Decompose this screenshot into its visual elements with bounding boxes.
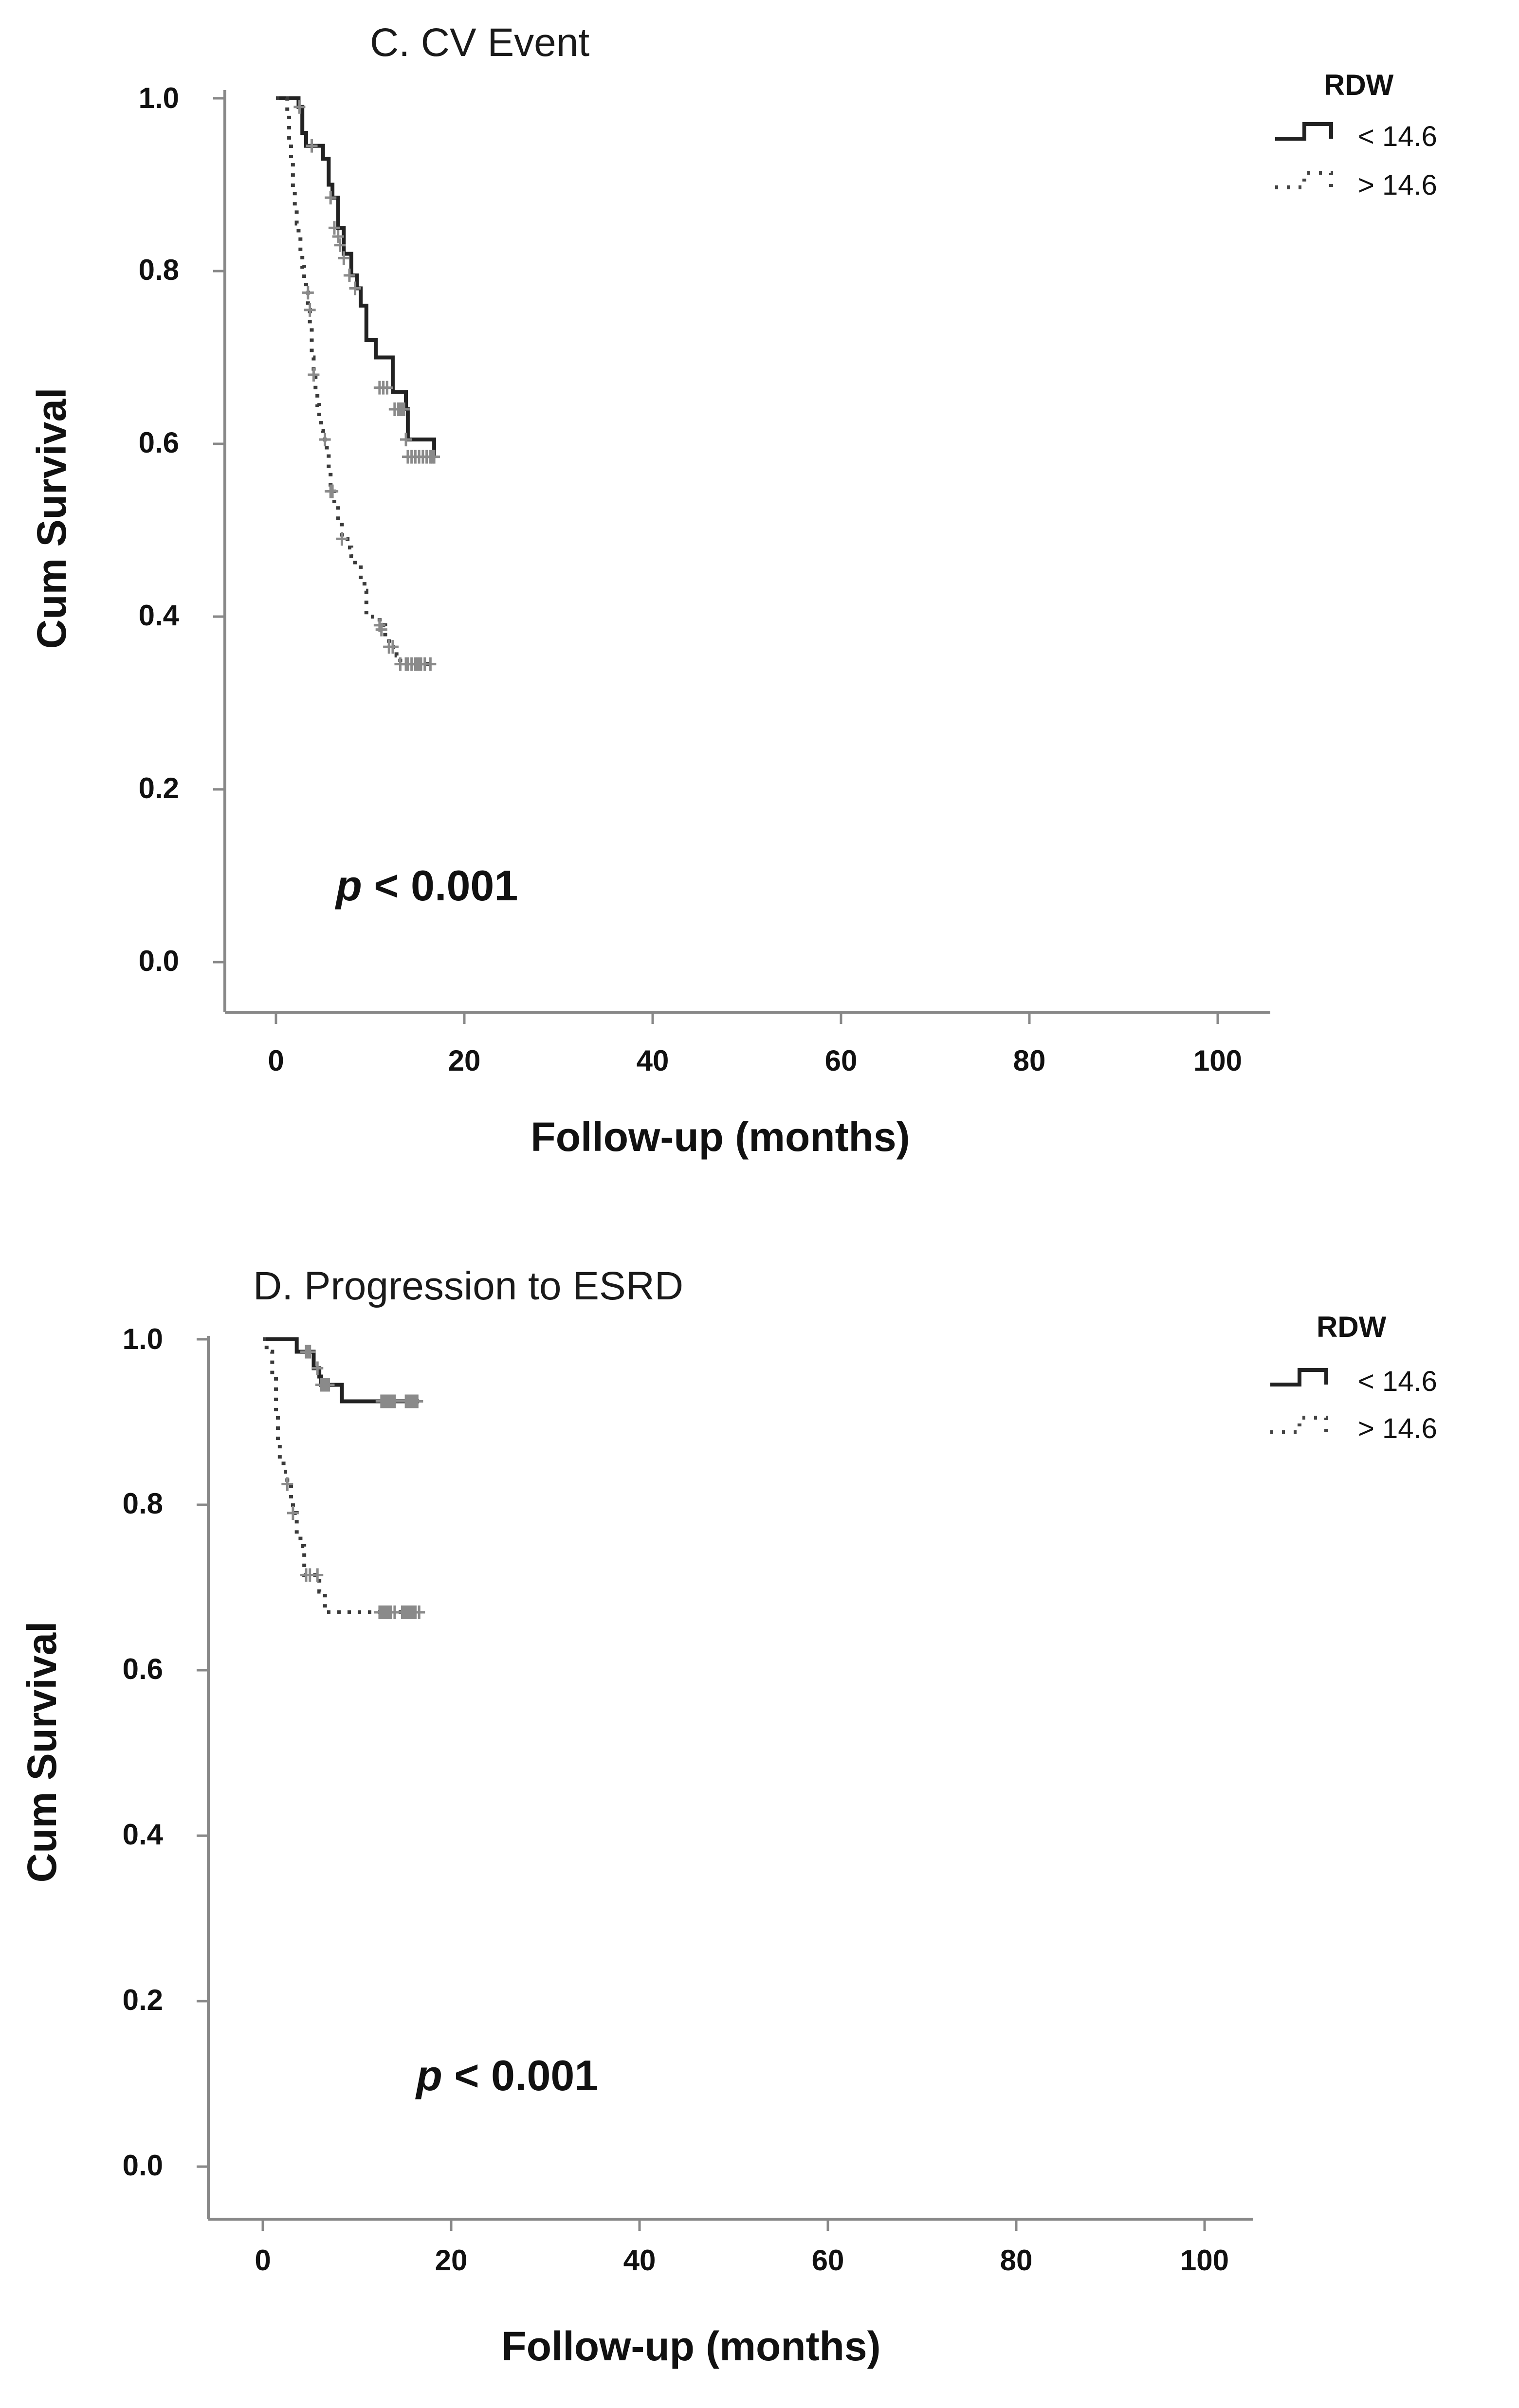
y-tick-label: 0.0 bbox=[123, 2149, 163, 2182]
censor-mark bbox=[323, 1378, 335, 1392]
y-axis: 0.0 0.2 0.4 0.6 0.8 1.0 Cum Survival bbox=[29, 82, 226, 1012]
censor-mark bbox=[336, 532, 348, 546]
censor-mark bbox=[327, 484, 339, 498]
censor-mark bbox=[306, 139, 318, 153]
legend-label: > 14.6 bbox=[1358, 1413, 1437, 1444]
x-tick-label: 80 bbox=[1013, 1044, 1046, 1077]
x-tick-label: 40 bbox=[623, 2244, 656, 2277]
x-tick-label: 20 bbox=[448, 1044, 481, 1077]
y-tick-label: 0.6 bbox=[123, 1653, 163, 1685]
legend-swatch-dotted bbox=[1270, 1416, 1328, 1434]
y-axis-label: Cum Survival bbox=[19, 1622, 65, 1883]
y-tick-label: 1.0 bbox=[139, 82, 179, 114]
legend: RDW < 14.6 > 14.6 bbox=[1270, 1311, 1437, 1444]
legend-swatch-solid bbox=[1275, 122, 1333, 141]
censor-mark bbox=[304, 303, 316, 317]
censor-mark bbox=[424, 657, 437, 671]
series-line-rdw-high bbox=[276, 96, 431, 666]
chart-title: D. Progression to ESRD bbox=[253, 1264, 683, 1308]
censor-mark bbox=[293, 100, 306, 114]
chart-progression-to-esrd: D. Progression to ESRD 0.0 0.2 0.4 0.6 0… bbox=[19, 1264, 1437, 2369]
x-tick-label: 100 bbox=[1193, 1044, 1242, 1077]
censor-mark bbox=[413, 1605, 425, 1619]
x-tick-label: 20 bbox=[435, 2244, 468, 2277]
censor-mark bbox=[411, 1394, 423, 1408]
censor-mark bbox=[338, 251, 350, 265]
y-axis: 0.0 0.2 0.4 0.6 0.8 1.0 Cum Survival bbox=[19, 1323, 210, 2219]
censor-mark bbox=[308, 368, 320, 382]
y-tick-label: 0.2 bbox=[139, 772, 179, 804]
p-symbol: p bbox=[335, 861, 362, 910]
chart-title: C. CV Event bbox=[370, 20, 589, 65]
y-tick-label: 0.4 bbox=[139, 599, 180, 632]
censor-mark bbox=[428, 450, 440, 464]
censor-mark bbox=[388, 1394, 401, 1408]
legend-title: RDW bbox=[1317, 1311, 1387, 1343]
censor-mark bbox=[400, 433, 412, 447]
y-tick-label: 0.6 bbox=[139, 426, 179, 459]
censor-mark bbox=[386, 640, 399, 654]
plot-area bbox=[263, 1337, 425, 1619]
legend-swatch-dotted bbox=[1275, 171, 1333, 189]
p-value-text: < 0.001 bbox=[442, 2051, 599, 2099]
p-symbol: p bbox=[415, 2051, 442, 2099]
legend-label: < 14.6 bbox=[1358, 1366, 1437, 1397]
censor-mark bbox=[311, 1361, 324, 1375]
censor-mark bbox=[334, 238, 346, 252]
censor-mark bbox=[332, 230, 344, 243]
x-axis: 0 20 40 60 80 100 Follow-up (months) bbox=[208, 2218, 1253, 2369]
censor-mark bbox=[304, 1345, 316, 1359]
censor-mark bbox=[302, 286, 314, 300]
censor-mark bbox=[281, 1477, 293, 1491]
censor-mark bbox=[311, 1568, 324, 1582]
x-tick-label: 60 bbox=[812, 2244, 844, 2277]
legend-swatch-solid bbox=[1270, 1368, 1328, 1386]
censor-mark bbox=[398, 402, 410, 416]
legend: RDW < 14.6 > 14.6 bbox=[1275, 69, 1437, 201]
series-line-rdw-low bbox=[263, 1337, 420, 1404]
censor-mark bbox=[381, 381, 393, 395]
x-tick-label: 0 bbox=[268, 1044, 284, 1077]
x-axis: 0 20 40 60 80 100 Follow-up (months) bbox=[225, 1011, 1270, 1160]
plot-area bbox=[276, 96, 440, 671]
censor-mark bbox=[375, 622, 387, 637]
p-value-text: < 0.001 bbox=[362, 861, 518, 910]
censor-mark bbox=[343, 268, 355, 282]
censor-mark bbox=[319, 433, 331, 447]
x-tick-label: 80 bbox=[1000, 2244, 1033, 2277]
censor-mark bbox=[287, 1506, 299, 1520]
legend-title: RDW bbox=[1324, 69, 1394, 101]
y-tick-label: 0.0 bbox=[139, 945, 179, 977]
censor-mark bbox=[349, 281, 361, 295]
legend-label: < 14.6 bbox=[1358, 121, 1437, 152]
censor-mark bbox=[328, 221, 340, 235]
series-line-rdw-low bbox=[276, 96, 437, 457]
x-axis-label: Follow-up (months) bbox=[531, 1114, 910, 1160]
y-axis-label: Cum Survival bbox=[29, 388, 74, 649]
p-value-annotation: p < 0.001 bbox=[415, 2051, 598, 2099]
series-line-rdw-high bbox=[263, 1337, 420, 1614]
x-tick-label: 60 bbox=[825, 1044, 858, 1077]
x-tick-label: 0 bbox=[255, 2244, 271, 2277]
y-tick-label: 0.2 bbox=[123, 1984, 163, 2016]
chart-cv-event: C. CV Event 0.0 0.2 0.4 0.6 0.8 1.0 Cum … bbox=[29, 20, 1437, 1160]
legend-label: > 14.6 bbox=[1358, 169, 1437, 201]
p-value-annotation: p < 0.001 bbox=[335, 861, 518, 910]
y-tick-label: 0.8 bbox=[123, 1487, 163, 1520]
x-tick-label: 40 bbox=[637, 1044, 669, 1077]
x-tick-label: 100 bbox=[1180, 2244, 1229, 2277]
censor-mark bbox=[325, 191, 337, 205]
y-tick-label: 1.0 bbox=[123, 1323, 163, 1355]
y-tick-label: 0.8 bbox=[139, 254, 179, 286]
y-tick-label: 0.4 bbox=[123, 1818, 164, 1851]
x-axis-label: Follow-up (months) bbox=[501, 2323, 880, 2369]
